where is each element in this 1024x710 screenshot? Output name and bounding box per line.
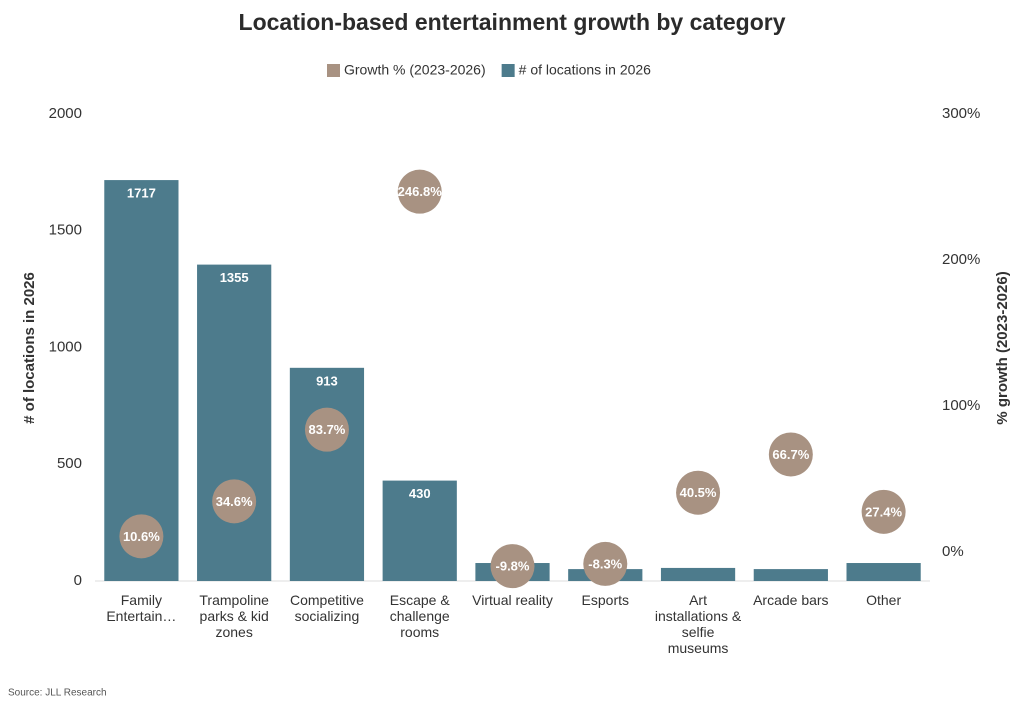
growth-dot — [304, 407, 349, 452]
x-tick-label: Competitive socializing — [289, 592, 364, 624]
growth-dot — [861, 489, 906, 534]
bar-label: 1355 — [220, 270, 249, 285]
y2-axis-title: % growth (2023-2026) — [994, 271, 1011, 424]
bar-label: 913 — [316, 373, 338, 388]
legend-swatch — [501, 64, 515, 77]
bar — [289, 367, 365, 581]
bar-label: 1717 — [127, 186, 156, 201]
y-tick-label: 2000 — [49, 105, 82, 122]
growth-dot — [768, 432, 813, 477]
y-tick-label: 500 — [57, 455, 82, 472]
y-tick-label: 1000 — [49, 338, 82, 355]
growth-label: 66.7% — [772, 447, 809, 462]
bar — [660, 567, 736, 581]
x-tick-label: Escape & challenge rooms — [389, 592, 450, 640]
y-tick-label: 0 — [74, 572, 82, 589]
legend-label: Growth % (2023-2026) — [344, 62, 486, 78]
bar — [197, 264, 272, 581]
source: Source: JLL Research — [8, 688, 107, 699]
y2-tick-label: 100% — [942, 397, 980, 414]
bar — [382, 480, 457, 581]
x-tick-label: Art installations & selfie museums — [654, 592, 742, 656]
growth-label: 34.6% — [216, 494, 253, 509]
growth-label: -8.3% — [588, 556, 622, 571]
x-tick-label: Esports — [581, 592, 629, 608]
x-tick-label: Family Entertain… — [106, 592, 177, 624]
growth-label: 27.4% — [865, 504, 902, 519]
bar — [104, 180, 179, 581]
growth-label: -9.8% — [496, 559, 530, 574]
x-tick-label: Trampoline parks & kid zones — [199, 592, 269, 640]
bar — [846, 563, 921, 581]
bar — [753, 569, 828, 581]
growth-dot — [490, 544, 535, 589]
chart-title: Location-based entertainment growth by c… — [239, 9, 786, 35]
y2-tick-label: 300% — [942, 105, 980, 122]
growth-dot — [676, 470, 721, 515]
growth-dot — [119, 514, 164, 559]
legend-swatch — [327, 64, 340, 77]
growth-dot — [212, 479, 257, 524]
y2-tick-label: 200% — [942, 251, 980, 268]
x-tick-label: Virtual reality — [472, 592, 553, 608]
growth-label: 40.5% — [680, 485, 717, 500]
y2-tick-label: 0% — [942, 543, 964, 560]
growth-label: 246.8% — [398, 184, 443, 199]
growth-dot — [397, 169, 442, 214]
legend-label: # of locations in 2026 — [519, 62, 652, 78]
growth-label: 83.7% — [309, 422, 346, 437]
growth-dot — [583, 541, 628, 586]
bar-label: 430 — [409, 486, 431, 501]
growth-label: 10.6% — [123, 529, 160, 544]
y-axis-title: # of locations in 2026 — [21, 272, 38, 424]
y-tick-label: 1500 — [49, 222, 82, 239]
x-tick-label: Other — [866, 592, 902, 608]
x-tick-label: Arcade bars — [753, 592, 829, 608]
